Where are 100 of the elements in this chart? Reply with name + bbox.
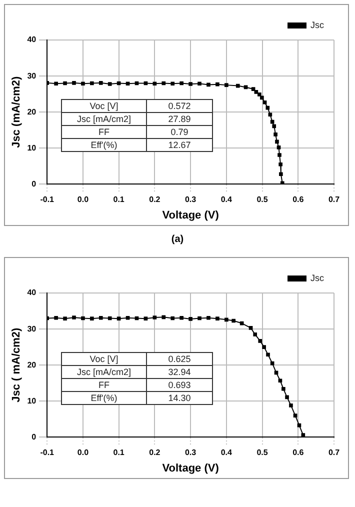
- annotation: Voc [V]: [62, 352, 146, 366]
- point: [198, 316, 202, 320]
- x-axis-title: Voltage (V): [162, 462, 220, 474]
- x-tick-label: 0.5: [256, 195, 268, 204]
- x-tick-label: 0.4: [220, 448, 233, 458]
- point: [278, 162, 282, 166]
- x-tick-label: 0.7: [328, 448, 340, 458]
- annotation: FF: [62, 378, 146, 392]
- x-tick-label: 0.3: [184, 195, 197, 204]
- point: [278, 378, 282, 383]
- annotation: FF: [62, 126, 146, 139]
- x-tick-label: 0.6: [292, 448, 304, 458]
- annotation: 0.625: [146, 352, 213, 366]
- point: [152, 82, 157, 86]
- text: (a): [170, 234, 185, 245]
- point: [293, 414, 298, 418]
- point: [224, 318, 228, 322]
- point: [152, 316, 157, 320]
- y-tick-label: 30: [27, 324, 37, 334]
- point: [144, 316, 148, 321]
- y-tick-label: 40: [27, 35, 37, 44]
- y-tick-label: 20: [27, 107, 37, 116]
- annotation: 0.693: [146, 378, 213, 392]
- annotation: 0.572: [146, 100, 213, 113]
- point: [188, 317, 192, 321]
- point: [126, 316, 130, 320]
- annotation: Jsc [mA/cm2]: [62, 112, 146, 126]
- y-tick-label: 0: [32, 432, 37, 442]
- point: [81, 316, 85, 320]
- point: [216, 82, 220, 86]
- point: [162, 315, 166, 320]
- point: [72, 316, 76, 320]
- x-tick-label: 0.1: [113, 448, 125, 458]
- point: [254, 90, 258, 94]
- y-tick-label: 10: [27, 396, 37, 406]
- point: [54, 316, 58, 320]
- point: [90, 81, 94, 86]
- point: [275, 140, 279, 144]
- y-tick-label: 40: [27, 288, 37, 298]
- point: [268, 112, 272, 117]
- point: [232, 318, 236, 323]
- point: [301, 433, 306, 437]
- x-tick-label: 0.5: [256, 448, 268, 458]
- point: [180, 81, 184, 86]
- point: [279, 172, 283, 176]
- point: [276, 146, 281, 150]
- x-tick-label: 0.2: [149, 448, 161, 458]
- point: [278, 153, 282, 157]
- point: [274, 132, 278, 136]
- point: [72, 80, 76, 85]
- annotation: 12.67: [146, 138, 213, 152]
- x-tick-label: 0.2: [149, 195, 161, 204]
- x-tick-label: -0.1: [40, 195, 55, 204]
- y-tick-label: 30: [27, 71, 37, 80]
- y-tick-label: 20: [27, 360, 37, 370]
- y-axis-title: Jsc (mA/cm2): [10, 76, 23, 148]
- point: [224, 83, 228, 87]
- y-axis-title: Jsc ( mA/cm2): [10, 327, 23, 402]
- point: [216, 316, 220, 321]
- point: [253, 332, 258, 336]
- legend-label: Jsc: [310, 272, 324, 283]
- legend-label: Jsc: [310, 20, 324, 30]
- x-tick-label: 0.4: [220, 195, 233, 204]
- point: [126, 82, 130, 86]
- x-tick-label: 0.1: [113, 195, 125, 204]
- y-tick-label: 10: [27, 143, 37, 152]
- y-tick-label: 0: [32, 179, 37, 188]
- point: [206, 82, 210, 87]
- point: [198, 82, 202, 86]
- point: [285, 395, 289, 400]
- x-tick-label: -0.1: [40, 448, 55, 458]
- point: [266, 352, 270, 357]
- point: [262, 345, 266, 349]
- point: [90, 316, 94, 321]
- point: [248, 326, 253, 330]
- point: [108, 316, 112, 320]
- annotation: 14.30: [146, 392, 213, 405]
- x-tick-label: 0.0: [77, 195, 90, 204]
- point: [63, 81, 67, 86]
- point: [54, 82, 58, 86]
- x-tick-label: 0.7: [328, 195, 340, 204]
- point: [266, 106, 270, 110]
- point: [108, 82, 112, 86]
- x-tick-label: 0.3: [184, 448, 197, 458]
- point: [98, 316, 103, 320]
- point: [63, 316, 67, 321]
- point: [272, 124, 276, 128]
- point: [81, 82, 85, 86]
- x-axis-title: Voltage (V): [162, 209, 220, 222]
- point: [262, 100, 267, 104]
- annotation: 27.89: [146, 112, 213, 126]
- point: [170, 82, 175, 86]
- annotation: Eff'(%): [62, 392, 146, 405]
- point: [180, 316, 184, 320]
- point: [257, 92, 262, 96]
- point: [260, 96, 264, 100]
- annotation: Eff'(%): [62, 138, 146, 152]
- point: [236, 84, 240, 88]
- point: [258, 339, 262, 343]
- point: [251, 87, 256, 91]
